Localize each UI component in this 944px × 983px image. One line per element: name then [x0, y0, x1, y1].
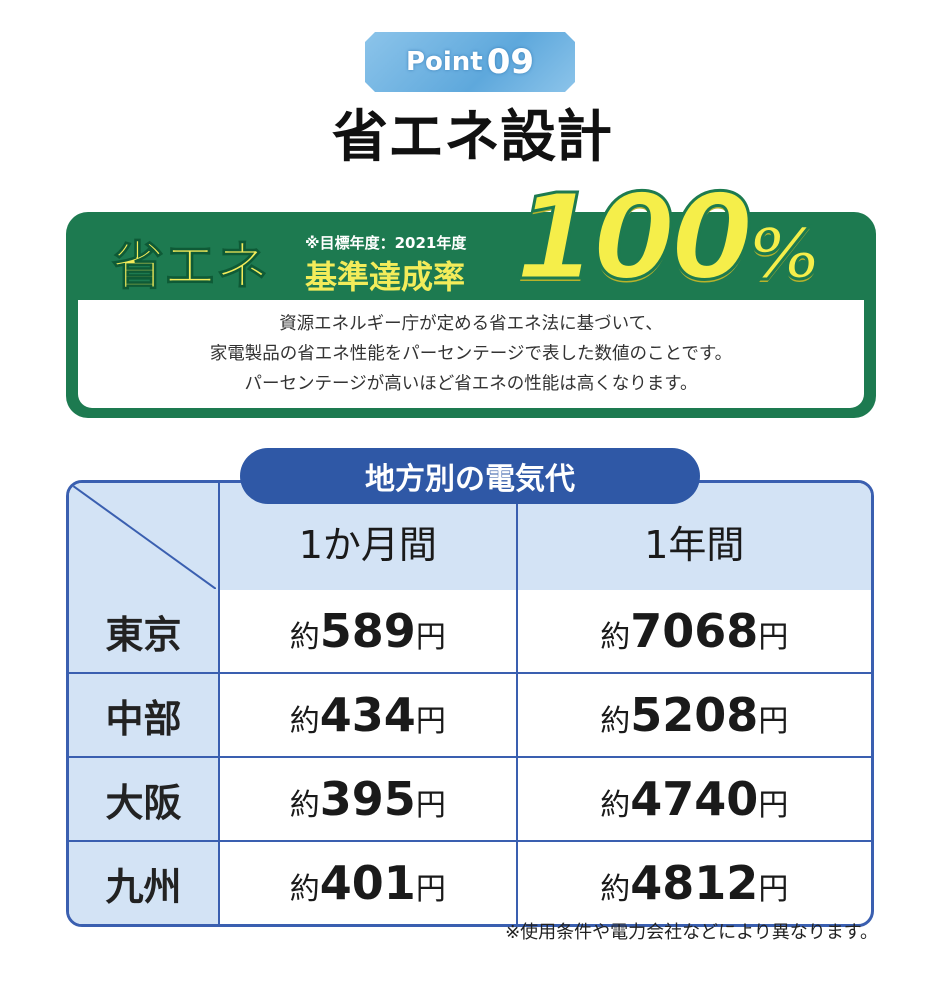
approx-prefix: 約	[289, 620, 320, 655]
page-title: 省エネ設計	[332, 105, 612, 170]
yen-unit: 円	[758, 704, 789, 739]
approx-prefix: 約	[289, 788, 320, 823]
electricity-cost-table: 1か月間 1年間 東京 約589円 約7068円 中部 約434円 約5208円 大阪 約39…	[66, 480, 874, 927]
region-label: 中部	[69, 674, 220, 758]
cost-cell-yearly: 約4740円	[517, 758, 871, 842]
cost-value: 7068	[630, 604, 759, 658]
energy-sublabel: 基準達成率	[305, 258, 466, 296]
cost-value: 4812	[630, 856, 759, 910]
cost-value: 589	[319, 604, 416, 658]
energy-description: 資源エネルギー庁が定める省エネ法に基づいて、 家電製品の省エネ性能をパーセンテー…	[78, 300, 864, 408]
cost-cell-yearly: 約4812円	[518, 842, 871, 924]
achievement-rate: 100%	[513, 167, 821, 308]
table-title: 地方別の電気代	[240, 448, 700, 504]
yen-unit: 円	[758, 872, 789, 907]
energy-label: 省エネ	[111, 237, 269, 298]
table-row: 大阪 約395円 約4740円	[69, 758, 871, 842]
yen-unit: 円	[415, 620, 446, 655]
approx-prefix: 約	[289, 704, 320, 739]
approx-prefix: 約	[600, 620, 631, 655]
description-line: 資源エネルギー庁が定める省エネ法に基づいて、	[279, 314, 663, 334]
table-row: 中部 約434円 約5208円	[69, 674, 871, 758]
cost-cell-monthly: 約395円	[220, 758, 518, 842]
cost-value: 401	[319, 856, 416, 910]
approx-prefix: 約	[600, 704, 631, 739]
cost-cell-monthly: 約589円	[220, 590, 518, 674]
point-badge: Point 09	[365, 32, 575, 92]
cost-cell-monthly: 約434円	[220, 674, 518, 758]
footnote: ※使用条件や電力会社などにより異なります。	[505, 922, 878, 943]
approx-prefix: 約	[600, 788, 631, 823]
region-label: 九州	[69, 842, 220, 924]
yen-unit: 円	[415, 704, 446, 739]
table-row: 東京 約589円 約7068円	[69, 590, 871, 674]
rate-value: 100	[513, 167, 754, 308]
rate-unit: %	[748, 212, 821, 297]
region-label: 東京	[69, 590, 220, 674]
diagonal-line	[69, 483, 216, 589]
description-line: 家電製品の省エネ性能をパーセンテージで表した数値のことです。	[209, 344, 733, 364]
description-line: パーセンテージが高いほど省エネの性能は高くなります。	[244, 374, 698, 394]
cost-value: 5208	[630, 688, 759, 742]
cost-cell-monthly: 約401円	[220, 842, 518, 924]
yen-unit: 円	[758, 788, 789, 823]
cost-cell-yearly: 約5208円	[517, 674, 871, 758]
badge-number: 09	[486, 42, 535, 82]
approx-prefix: 約	[289, 872, 320, 907]
region-label: 大阪	[69, 758, 220, 842]
cost-value: 4740	[630, 772, 759, 826]
yen-unit: 円	[415, 788, 446, 823]
approx-prefix: 約	[600, 872, 631, 907]
badge-label: Point	[405, 47, 483, 77]
yen-unit: 円	[415, 872, 446, 907]
table-row: 九州 約401円 約4812円	[69, 842, 871, 924]
corner-cell	[69, 483, 220, 590]
cost-cell-yearly: 約7068円	[517, 590, 871, 674]
target-year-note: ※目標年度：2021年度	[305, 234, 467, 252]
cost-value: 395	[319, 772, 416, 826]
cost-value: 434	[319, 688, 416, 742]
yen-unit: 円	[758, 620, 789, 655]
